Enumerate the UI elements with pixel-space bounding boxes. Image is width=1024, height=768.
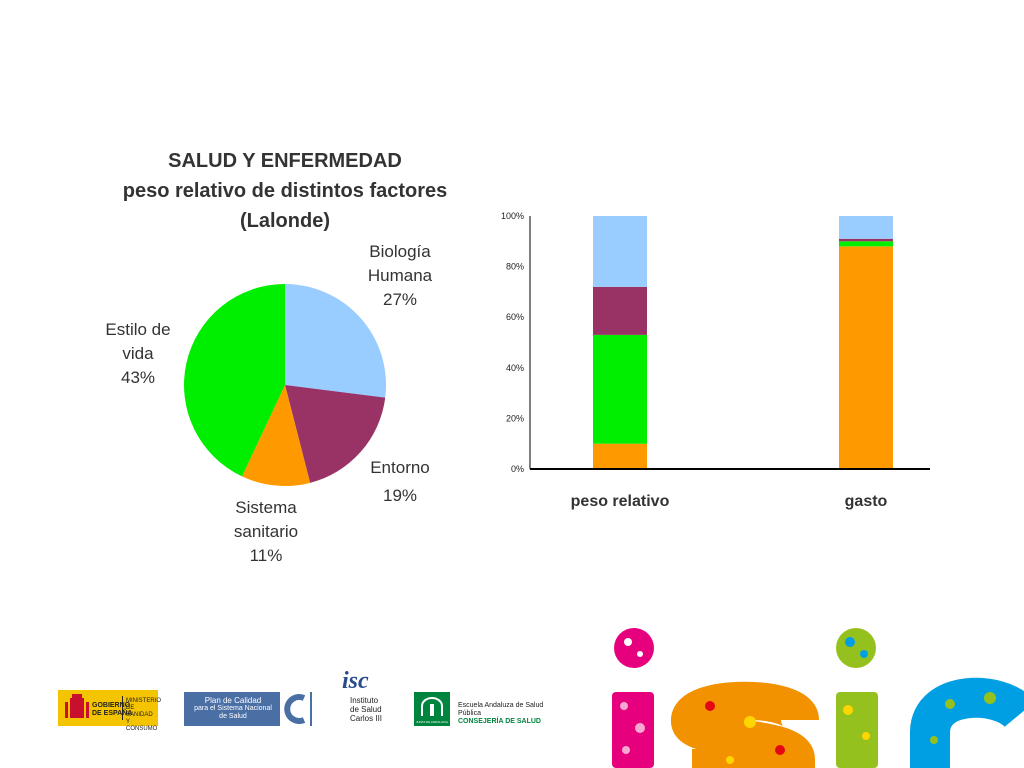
plan-line2: para el Sistema Nacional bbox=[194, 705, 272, 712]
pie-label-biologia-line2: Humana bbox=[367, 266, 433, 285]
isc-line3: Carlos III bbox=[350, 714, 383, 723]
easp-logo: JUNTA DE ANDALUCIA Escuela Andaluza de S… bbox=[414, 692, 564, 728]
junta-arch-icon bbox=[421, 697, 443, 716]
ministerio-line1: MINISTERIO bbox=[126, 698, 162, 704]
isc-text: Instituto de Salud Carlos III bbox=[350, 696, 382, 723]
isic-dot-1 bbox=[614, 628, 654, 668]
easp-line1: Escuela Andaluza de Salud Pública bbox=[458, 702, 544, 717]
pie-svg bbox=[183, 284, 387, 486]
stacked-bar-chart: 0% 20% 40% 60% 80% 100% peso relativo gasto bbox=[500, 200, 960, 540]
gobierno-line2: DE ESPAÑA bbox=[92, 710, 133, 717]
bar-segment-0-1 bbox=[593, 334, 647, 444]
pie-chart: SALUD Y ENFERMEDAD peso relativo de dist… bbox=[0, 0, 520, 600]
bar-svg: 0% 20% 40% 60% 80% 100% peso relativo gasto bbox=[501, 211, 930, 510]
gobierno-line1: GOBIERNO bbox=[92, 702, 131, 709]
y-tick-label: 60% bbox=[506, 312, 524, 322]
pie-slice-3 bbox=[183, 284, 285, 477]
y-tick-label: 40% bbox=[506, 363, 524, 373]
pie-slice-2 bbox=[241, 385, 311, 486]
bar-segment-0-3 bbox=[593, 216, 647, 287]
pie-title-line-1: SALUD Y ENFERMEDAD bbox=[168, 150, 402, 172]
ministerio-line2: DE SANIDAD bbox=[126, 705, 153, 718]
pie-label-estilo-line2: vida bbox=[122, 344, 154, 363]
x-category-label: gasto bbox=[845, 493, 888, 510]
y-tick-label: 100% bbox=[501, 211, 524, 221]
pie-label-estilo-pct: 43% bbox=[120, 368, 156, 387]
gobierno-text: GOBIERNO DE ESPAÑA bbox=[92, 702, 132, 718]
ministerio-line3: Y CONSUMO bbox=[126, 719, 158, 732]
pie-title-line-2: peso relativo de distintos factores bbox=[122, 180, 448, 202]
isc-line1: Instituto bbox=[350, 696, 379, 705]
x-category-label: peso relativo bbox=[571, 493, 670, 510]
isciii-logo: isc Instituto de Salud Carlos III bbox=[338, 668, 390, 730]
pie-label-sistema-line2: sanitario bbox=[233, 522, 299, 541]
isc-line2: de Salud bbox=[350, 705, 382, 714]
isic-dot-2 bbox=[836, 628, 876, 668]
gobierno-logo: GOBIERNO DE ESPAÑA MINISTERIO DE SANIDAD… bbox=[58, 690, 161, 732]
gobierno-divider bbox=[122, 696, 123, 720]
plan-line1: Plan de Calidad bbox=[204, 696, 262, 705]
isic-stem-1 bbox=[612, 692, 654, 768]
coat-of-arms-icon bbox=[65, 694, 89, 718]
bar-segment-1-0 bbox=[839, 246, 893, 469]
bar-segment-0-2 bbox=[593, 286, 647, 335]
y-tick-label: 80% bbox=[506, 262, 524, 272]
ministerio-text: MINISTERIO DE SANIDAD Y CONSUMO bbox=[126, 698, 161, 733]
pie-title-line-3: (Lalonde) bbox=[240, 210, 330, 232]
bar-segment-1-1 bbox=[839, 241, 893, 247]
isc-mark: isc bbox=[342, 668, 369, 694]
pie-slice-0 bbox=[285, 284, 387, 398]
pie-label-sistema-pct: 11% bbox=[249, 546, 283, 565]
pie-label-sistema: Sistema sanitario 11% bbox=[216, 496, 316, 568]
bar-segment-0-0 bbox=[593, 443, 647, 469]
plan-line3: de Salud bbox=[219, 713, 247, 720]
pie-label-entorno: Entorno 19% bbox=[355, 456, 445, 508]
pie-label-sistema-line1: Sistema bbox=[235, 498, 297, 517]
bar-segment-1-2 bbox=[839, 238, 893, 242]
isic-stem-2 bbox=[836, 692, 878, 768]
pie-label-entorno-line1: Entorno bbox=[370, 458, 430, 477]
pie-label-entorno-pct: 19% bbox=[382, 486, 418, 505]
pie-label-biologia-pct: 27% bbox=[382, 290, 418, 309]
plan-c-icon bbox=[280, 692, 310, 726]
plan-calidad-text: Plan de Calidad para el Sistema Nacional… bbox=[190, 696, 276, 721]
isic-brand-logo: isic bbox=[600, 628, 1024, 768]
footer-logos: GOBIERNO DE ESPAÑA MINISTERIO DE SANIDAD… bbox=[0, 610, 1024, 768]
plan-calidad-logo: Plan de Calidad para el Sistema Nacional… bbox=[184, 692, 312, 726]
junta-seal: JUNTA DE ANDALUCIA bbox=[414, 692, 450, 726]
y-tick-label: 0% bbox=[511, 464, 524, 474]
isic-s bbox=[671, 681, 819, 768]
isic-brand-text: isic bbox=[600, 759, 602, 761]
easp-text: Escuela Andaluza de Salud Pública CONSEJ… bbox=[458, 702, 568, 726]
pie-label-estilo-line1: Estilo de bbox=[105, 320, 171, 339]
pie-label-biologia-line1: Biología bbox=[369, 242, 431, 261]
pie-label-biologia: Biología Humana 27% bbox=[345, 240, 455, 312]
junta-seal-text: JUNTA DE ANDALUCIA bbox=[415, 720, 449, 724]
bar-segment-1-3 bbox=[839, 216, 893, 239]
y-tick-label: 20% bbox=[506, 413, 524, 423]
pie-label-estilo: Estilo de vida 43% bbox=[86, 318, 190, 390]
easp-line2: CONSEJERÍA DE SALUD bbox=[458, 718, 541, 725]
pie-slice-1 bbox=[285, 385, 386, 483]
isic-c bbox=[910, 677, 1024, 768]
